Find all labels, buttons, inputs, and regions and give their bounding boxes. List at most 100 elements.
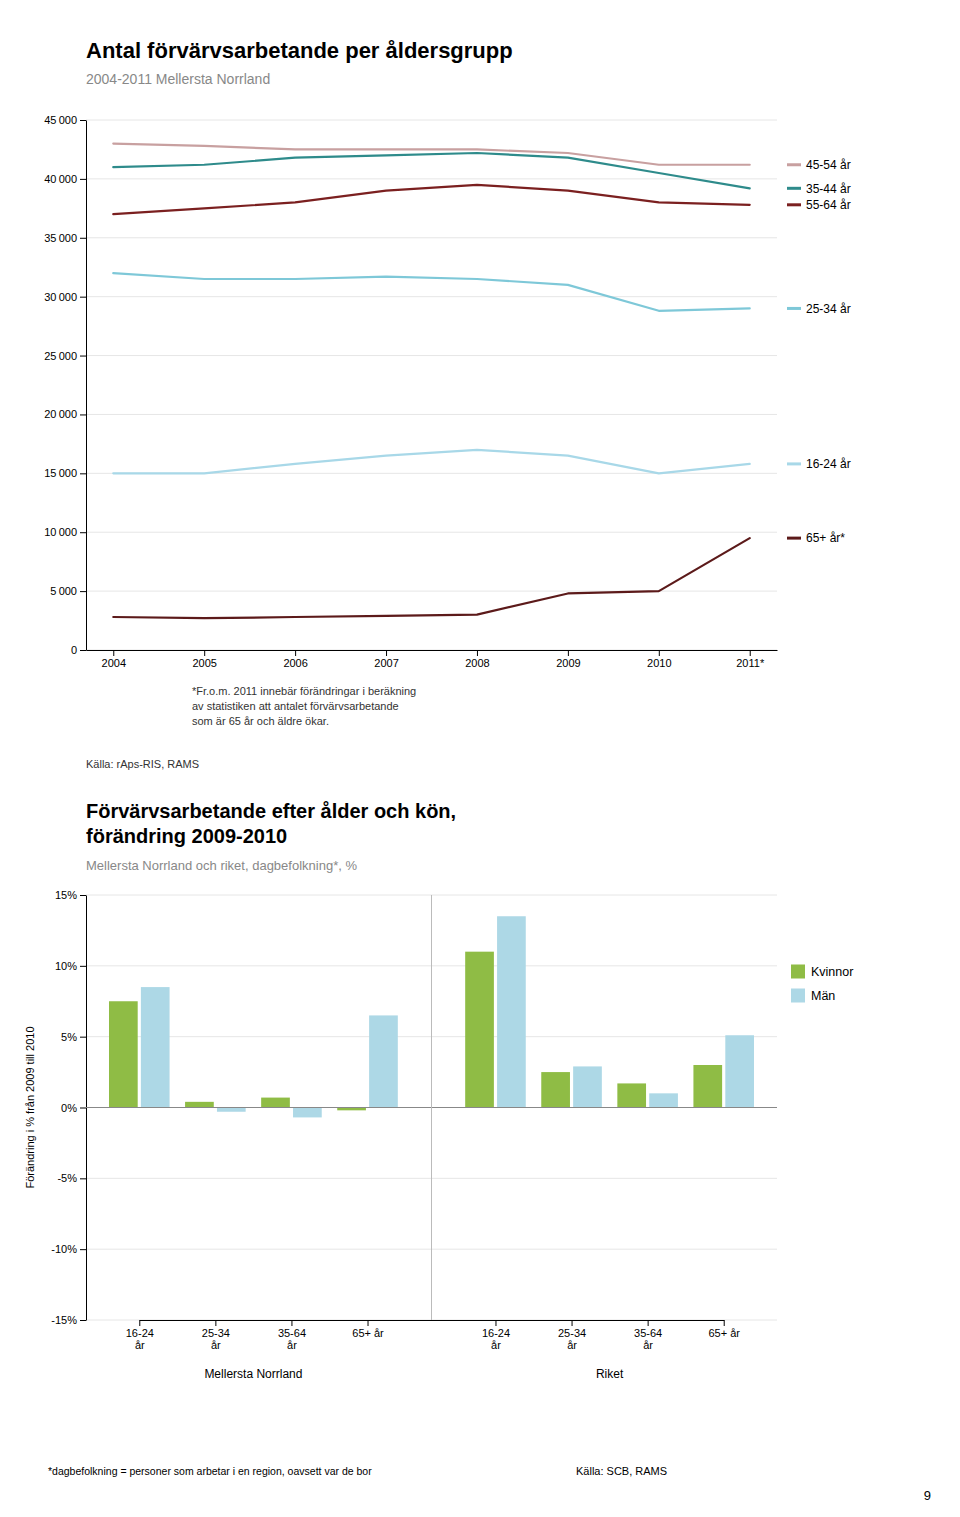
x-tick-mark bbox=[572, 1320, 573, 1326]
x-tick: 2005 bbox=[192, 650, 216, 669]
x-tick-mark bbox=[750, 650, 751, 656]
x-tick-label: 35-64år bbox=[634, 1327, 662, 1352]
legend-swatch bbox=[787, 163, 801, 166]
y-tick-label: 10% bbox=[55, 960, 77, 972]
x-tick-label: 65+ år bbox=[352, 1327, 384, 1339]
page: Antal förvärvsarbetande per åldersgrupp 2… bbox=[0, 0, 960, 1517]
x-tick-mark bbox=[659, 650, 660, 656]
x-tick-label: 2011* bbox=[736, 657, 765, 669]
x-tick-label-line: år bbox=[567, 1339, 577, 1351]
x-tick: 16-24år bbox=[482, 1320, 510, 1351]
bar bbox=[617, 1083, 646, 1107]
x-tick-label-line: år bbox=[287, 1339, 297, 1351]
legend-label: 25-34 år bbox=[806, 302, 851, 316]
y-tick-mark bbox=[80, 179, 86, 180]
x-tick: 35-64år bbox=[634, 1320, 662, 1351]
grid bbox=[86, 120, 777, 650]
plot: -15%-10%-5%0%5%10%15%Förändring i % från… bbox=[24, 889, 853, 1381]
y-tick: -15% bbox=[51, 1314, 86, 1326]
grid-line bbox=[86, 237, 777, 238]
legend-swatch bbox=[787, 187, 801, 190]
grid-line bbox=[86, 178, 777, 179]
bar bbox=[217, 1108, 246, 1112]
bar bbox=[541, 1072, 570, 1107]
grid-line bbox=[86, 591, 777, 592]
x-tick-label: 2004 bbox=[102, 657, 126, 669]
x-tick-mark bbox=[291, 1320, 292, 1326]
y-tick-label: -5% bbox=[57, 1172, 77, 1184]
y-tick: 15% bbox=[55, 889, 86, 901]
y-tick: 40 000 bbox=[44, 173, 86, 185]
x-tick-mark bbox=[495, 1320, 496, 1326]
x-tick-label: 25-34år bbox=[202, 1327, 230, 1352]
y-tick-mark bbox=[80, 238, 86, 239]
x-tick-label-line: 65+ år bbox=[352, 1327, 384, 1339]
grid-line bbox=[86, 120, 777, 121]
x-tick-label-line: 65+ år bbox=[708, 1327, 740, 1339]
grid-line bbox=[86, 414, 777, 415]
y-tick: 20 000 bbox=[44, 408, 86, 420]
y-tick: 5% bbox=[61, 1031, 86, 1043]
x-tick-label: 2007 bbox=[374, 657, 398, 669]
chart-title: Antal förvärvsarbetande per åldersgrupp bbox=[86, 38, 513, 63]
y-tick: 25 000 bbox=[44, 350, 86, 362]
chart-subtitle: 2004-2011 Mellersta Norrland bbox=[86, 71, 270, 87]
bar bbox=[693, 1065, 722, 1108]
x-tick: 2006 bbox=[283, 650, 307, 669]
x-tick-label-line: år bbox=[135, 1339, 145, 1351]
note-line: av statistiken att antalet förvärvsarbet… bbox=[192, 700, 399, 712]
y-tick-mark bbox=[80, 1108, 86, 1109]
bar bbox=[109, 1001, 138, 1107]
y-tick: -5% bbox=[57, 1172, 86, 1184]
legend-swatch bbox=[787, 537, 801, 540]
y-axis: -15%-10%-5%0%5%10%15% bbox=[51, 889, 86, 1326]
group-divider bbox=[431, 895, 432, 1320]
axis-domain bbox=[86, 121, 87, 651]
x-tick-label-line: år bbox=[643, 1339, 653, 1351]
note: *Fr.o.m. 2011 innebär förändringar i ber… bbox=[192, 685, 416, 727]
x-tick-label-line: 35-64 bbox=[278, 1327, 306, 1339]
legend-item: 55-64 år bbox=[787, 198, 851, 212]
legend-label: Kvinnor bbox=[811, 965, 853, 979]
legend-item: 25-34 år bbox=[787, 302, 851, 316]
grid-line bbox=[86, 532, 777, 533]
bar bbox=[293, 1108, 322, 1118]
x-tick-label-line: 16-24 bbox=[126, 1327, 154, 1339]
legend-swatch bbox=[791, 965, 805, 979]
y-tick-label: 5 000 bbox=[50, 585, 77, 597]
x-tick-mark bbox=[295, 650, 296, 656]
x-tick-label-line: år bbox=[491, 1339, 501, 1351]
y-tick: 5 000 bbox=[50, 585, 86, 597]
x-tick-label: 35-64år bbox=[278, 1327, 306, 1352]
legend-swatch bbox=[787, 203, 801, 206]
note-line: *Fr.o.m. 2011 innebär förändringar i ber… bbox=[192, 685, 416, 697]
y-tick-mark bbox=[80, 1320, 86, 1321]
bar bbox=[185, 1102, 214, 1108]
x-tick-label: 25-34år bbox=[558, 1327, 586, 1352]
y-tick-label: 10 000 bbox=[44, 526, 77, 538]
chart-subtitle: Mellersta Norrland och riket, dagbefolkn… bbox=[86, 858, 357, 873]
legend-item: Män bbox=[791, 989, 835, 1003]
x-tick-label-line: 16-24 bbox=[482, 1327, 510, 1339]
y-axis: 05 00010 00015 00020 00025 00030 00035 0… bbox=[44, 114, 86, 656]
x-tick-mark bbox=[139, 1320, 140, 1326]
series-line bbox=[113, 538, 749, 618]
source: Källa: SCB, RAMS bbox=[576, 1465, 667, 1477]
grid bbox=[86, 895, 777, 1320]
y-tick: 45 000 bbox=[44, 114, 86, 126]
legend-label: 35-44 år bbox=[806, 182, 851, 196]
bar bbox=[573, 1066, 602, 1107]
y-tick-label: 25 000 bbox=[44, 350, 77, 362]
y-tick: 0% bbox=[61, 1102, 86, 1114]
bar bbox=[497, 916, 526, 1107]
plot: 05 00010 00015 00020 00025 00030 00035 0… bbox=[44, 114, 851, 669]
x-tick-label: 2006 bbox=[283, 657, 307, 669]
legend-item: 65+ år* bbox=[787, 531, 845, 545]
bar bbox=[141, 987, 170, 1107]
y-tick-mark bbox=[80, 1249, 86, 1250]
legend: Kvinnor Män bbox=[791, 965, 853, 1003]
x-tick-label-line: 25-34 bbox=[558, 1327, 586, 1339]
x-tick: 35-64år bbox=[278, 1320, 306, 1351]
x-tick-mark bbox=[477, 650, 478, 656]
x-tick: 2010 bbox=[647, 650, 671, 669]
